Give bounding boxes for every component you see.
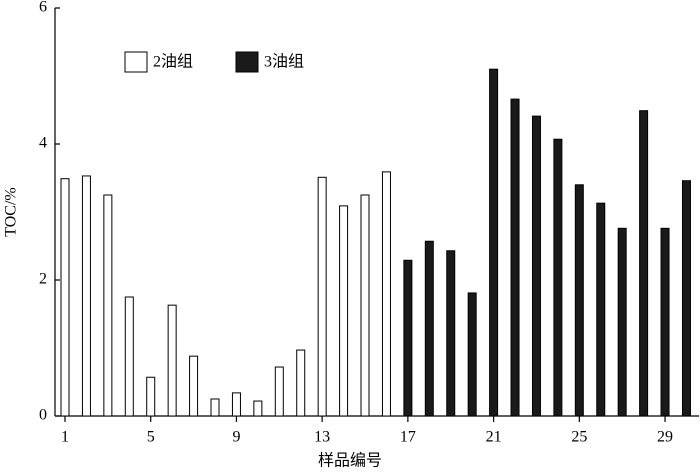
bar <box>660 227 670 417</box>
bar <box>296 349 306 417</box>
x-tick-label: 21 <box>486 429 502 446</box>
bar <box>489 68 499 417</box>
bar <box>189 355 199 417</box>
bar <box>317 176 327 417</box>
bar <box>424 240 434 417</box>
x-tick-label: 1 <box>61 429 69 446</box>
legend-label: 3油组 <box>264 53 304 71</box>
x-axis-label: 样品编号 <box>318 452 382 470</box>
bar <box>639 110 649 417</box>
bar <box>681 180 691 417</box>
bar <box>339 205 349 417</box>
bar <box>167 304 177 417</box>
bar <box>231 392 241 417</box>
bar <box>103 194 113 417</box>
x-tick-label: 17 <box>400 429 416 446</box>
x-tick-label: 29 <box>657 429 673 446</box>
bar <box>124 296 134 417</box>
x-tick-label: 25 <box>571 429 587 446</box>
bar <box>531 115 541 417</box>
bar <box>274 366 284 417</box>
x-tick-label: 9 <box>232 429 240 446</box>
bar <box>253 400 263 417</box>
bar <box>553 138 563 417</box>
bar <box>446 250 456 417</box>
y-tick-label: 6 <box>39 0 47 16</box>
bar <box>596 202 606 417</box>
legend-swatch <box>235 51 259 73</box>
x-tick-label: 5 <box>147 429 155 446</box>
bar <box>510 98 520 417</box>
bar <box>360 194 370 417</box>
y-axis-label: TOC/% <box>3 187 20 236</box>
bar <box>381 171 391 417</box>
bar <box>146 376 156 417</box>
bar <box>210 398 220 417</box>
bar <box>617 227 627 417</box>
x-tick-label: 13 <box>314 429 330 446</box>
y-tick-label: 0 <box>39 407 47 424</box>
bar <box>81 175 91 417</box>
bar <box>403 259 413 417</box>
y-tick-label: 2 <box>39 271 47 288</box>
legend-label: 2油组 <box>153 53 193 71</box>
legend-swatch <box>124 51 148 73</box>
bar <box>574 184 584 417</box>
y-tick-label: 4 <box>39 135 47 152</box>
bar <box>60 178 70 417</box>
bar <box>467 292 477 417</box>
